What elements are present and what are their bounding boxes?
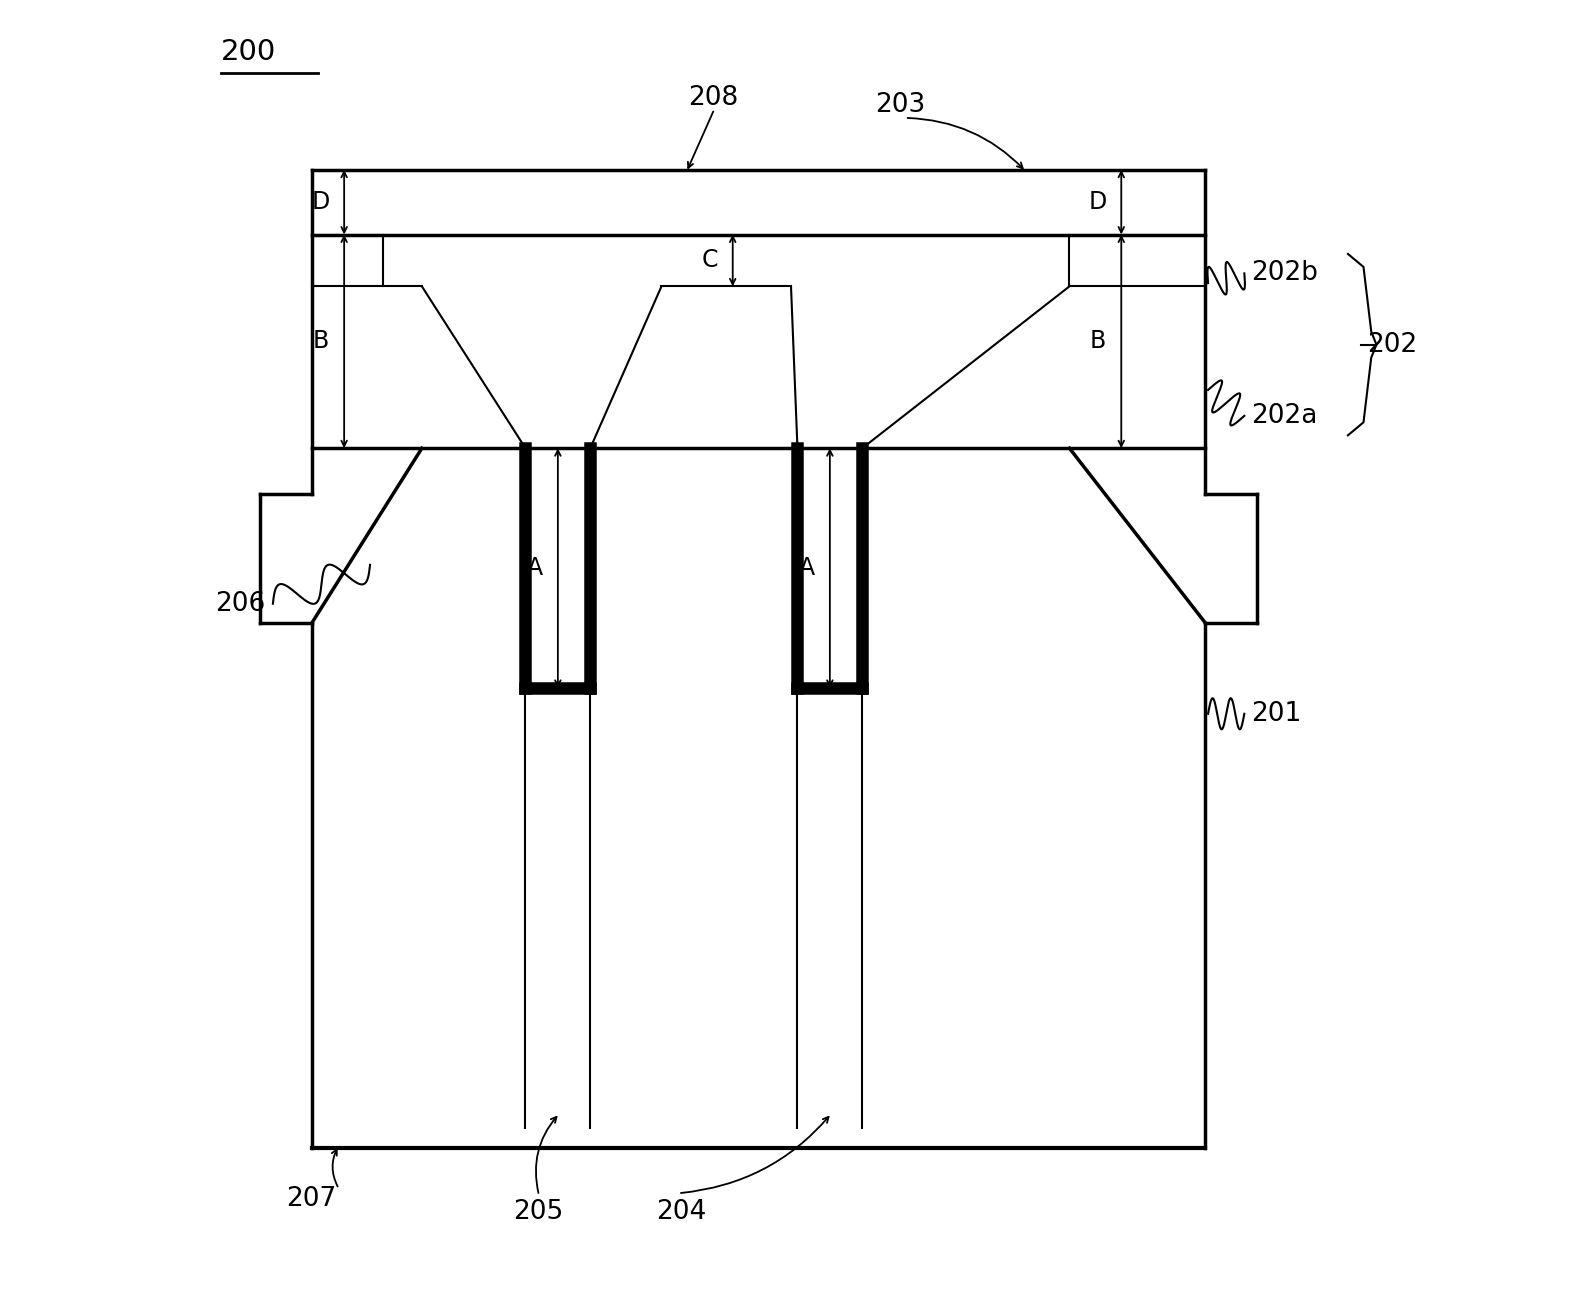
Text: D: D: [312, 190, 331, 214]
Text: B: B: [313, 330, 329, 353]
Text: 203: 203: [875, 92, 925, 118]
Text: 206: 206: [215, 591, 264, 617]
Text: 205: 205: [513, 1199, 563, 1225]
Text: A: A: [527, 556, 543, 580]
Text: 202a: 202a: [1251, 402, 1318, 428]
Text: A: A: [799, 556, 815, 580]
Text: C: C: [701, 248, 718, 273]
Text: D: D: [1088, 190, 1107, 214]
Text: 202: 202: [1367, 331, 1417, 358]
Text: 202b: 202b: [1251, 261, 1318, 287]
Text: 200: 200: [221, 38, 277, 66]
Text: 207: 207: [286, 1186, 335, 1212]
Text: B: B: [1090, 330, 1106, 353]
Text: 204: 204: [657, 1199, 706, 1225]
Text: 201: 201: [1251, 701, 1300, 727]
Text: 208: 208: [688, 86, 739, 112]
